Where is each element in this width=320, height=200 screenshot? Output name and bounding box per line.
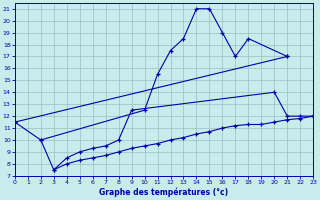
X-axis label: Graphe des températures (°c): Graphe des températures (°c) xyxy=(100,188,228,197)
